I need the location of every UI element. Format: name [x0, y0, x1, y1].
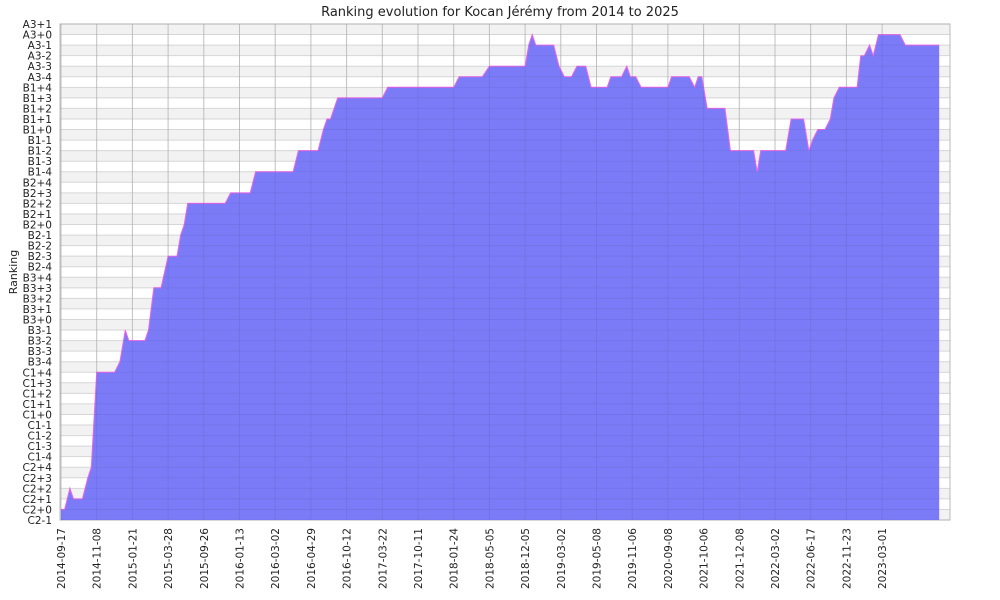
- y-tick-label: B2+1: [23, 209, 52, 221]
- y-tick-label: A3+1: [23, 19, 52, 31]
- y-tick-label: B3-2: [28, 336, 52, 348]
- x-tick-label: 2016-04-29: [306, 528, 318, 589]
- y-tick-label: C1-3: [28, 441, 52, 453]
- x-tick-label: 2019-05-08: [592, 528, 604, 589]
- background-band: [60, 34, 950, 46]
- y-tick-label: B3-1: [28, 325, 52, 337]
- x-tick-label: 2019-11-06: [627, 528, 639, 589]
- y-tick-label: B3+2: [23, 293, 52, 305]
- x-tick-label: 2018-05-05: [484, 528, 496, 589]
- x-tick-label: 2022-03-02: [770, 528, 782, 589]
- y-tick-label: B1+0: [23, 125, 52, 137]
- x-tick-label: 2016-03-02: [270, 528, 282, 589]
- x-tick-label: 2022-06-17: [806, 528, 818, 589]
- background-band: [60, 55, 950, 67]
- series-area: [61, 34, 940, 520]
- x-tick-label: 2023-03-01: [877, 528, 889, 589]
- y-tick-label: C2+4: [23, 462, 53, 474]
- y-tick-label: B2+2: [23, 198, 52, 210]
- y-tick-label: C2+3: [23, 473, 53, 485]
- y-axis-ticks: C2-1C2+0C2+1C2+2C2+3C2+4C1-4C1-3C1-2C1-1…: [23, 19, 53, 527]
- x-tick-label: 2015-09-26: [199, 528, 211, 589]
- x-tick-label: 2020-09-08: [663, 528, 675, 589]
- x-tick-label: 2017-10-11: [413, 528, 425, 589]
- y-tick-label: B3+1: [23, 304, 52, 316]
- x-tick-label: 2019-03-02: [556, 528, 568, 589]
- x-tick-label: 2018-01-24: [449, 528, 461, 589]
- y-tick-label: B1-1: [28, 135, 52, 147]
- y-tick-label: B2+0: [23, 220, 52, 232]
- y-tick-label: B1+3: [23, 93, 52, 105]
- y-tick-label: A3+0: [23, 30, 52, 42]
- y-tick-label: C2+1: [23, 494, 53, 506]
- y-tick-label: C1-2: [28, 431, 52, 443]
- data-area-layer: [60, 23, 950, 521]
- x-tick-label: 2018-12-05: [520, 528, 532, 589]
- y-tick-label: C2-1: [28, 515, 52, 527]
- y-tick-label: B1-4: [28, 167, 53, 179]
- y-tick-label: B2-3: [28, 251, 52, 263]
- y-tick-label: B1+4: [23, 82, 53, 94]
- y-tick-label: B2-4: [28, 262, 53, 274]
- y-tick-label: C1+2: [23, 388, 53, 400]
- series-line: [61, 33, 940, 510]
- y-tick-label: C1-1: [28, 420, 52, 432]
- y-tick-label: B3-3: [28, 346, 52, 358]
- y-tick-label: A3-4: [28, 72, 53, 84]
- y-tick-label: B2+3: [23, 188, 52, 200]
- y-tick-label: B2-2: [28, 241, 52, 253]
- x-tick-label: 2021-10-06: [699, 528, 711, 589]
- y-tick-label: B2-1: [28, 230, 52, 242]
- y-tick-label: B3+3: [23, 283, 52, 295]
- y-tick-label: C2+2: [23, 483, 53, 495]
- chart-title: Ranking evolution for Kocan Jérémy from …: [321, 5, 679, 20]
- x-tick-label: 2014-11-08: [92, 528, 104, 589]
- y-tick-label: B3+4: [23, 272, 53, 284]
- background-band: [60, 24, 950, 35]
- y-tick-label: C1+3: [23, 378, 53, 390]
- y-tick-label: C1+1: [23, 399, 53, 411]
- y-tick-label: B1-2: [28, 146, 52, 158]
- x-tick-label: 2014-09-17: [56, 528, 68, 589]
- x-axis-ticks: 2014-09-17 2014-11-08 2015-01-21 2015-03-28…: [56, 528, 889, 589]
- y-tick-label: C1+0: [23, 409, 53, 421]
- x-tick-label: 2015-03-28: [163, 528, 175, 589]
- y-tick-label: B3+0: [23, 314, 52, 326]
- x-tick-label: 2016-01-13: [235, 528, 247, 589]
- y-tick-label: B1+2: [23, 103, 52, 115]
- y-tick-label: B3-4: [28, 357, 53, 369]
- x-tick-label: 2022-11-23: [841, 528, 853, 589]
- y-tick-label: A3-3: [28, 61, 52, 73]
- y-tick-label: A3-2: [28, 51, 52, 63]
- y-axis-label: Ranking: [7, 250, 20, 295]
- y-tick-label: C1-4: [28, 452, 53, 464]
- x-tick-label: 2017-03-22: [377, 528, 389, 589]
- background-band: [60, 45, 950, 56]
- y-tick-label: C2+0: [23, 504, 53, 516]
- y-tick-label: C1+4: [23, 367, 53, 379]
- y-tick-label: A3-1: [28, 40, 52, 52]
- y-tick-label: B1-3: [28, 156, 52, 168]
- x-tick-label: 2021-12-08: [734, 528, 746, 589]
- y-tick-label: B1+1: [23, 114, 52, 126]
- x-tick-label: 2016-10-12: [342, 528, 354, 589]
- y-tick-label: B2+4: [23, 177, 53, 189]
- x-tick-label: 2015-01-21: [127, 528, 139, 589]
